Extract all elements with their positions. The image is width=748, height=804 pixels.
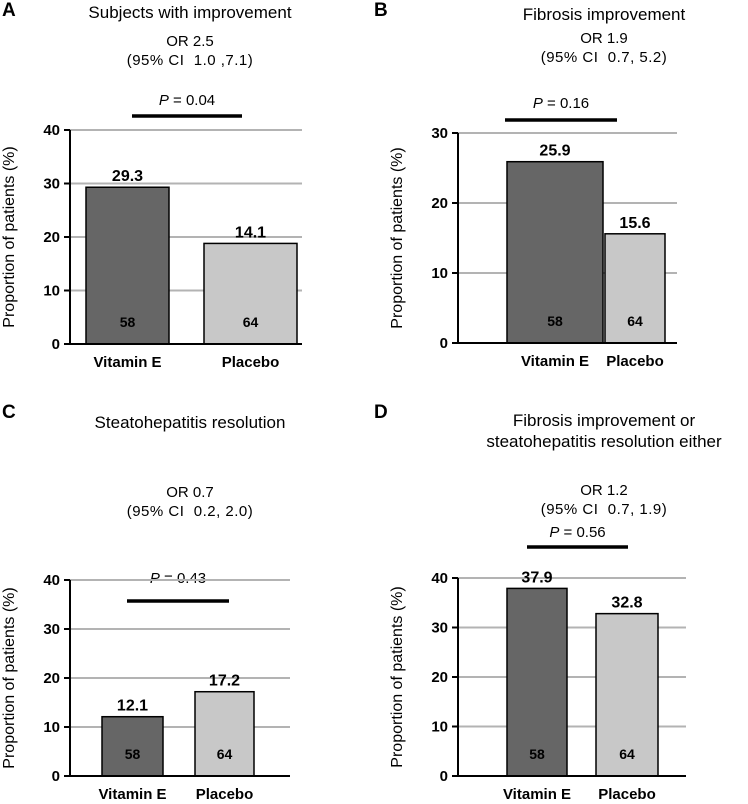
bar-n-label: 64	[619, 746, 635, 762]
p-symbol: P	[532, 95, 543, 112]
p-value: P = 0.56	[498, 524, 658, 541]
p-value-text: = 0.43	[159, 570, 207, 587]
chart-title-line: Subjects with improvement	[88, 3, 292, 22]
bar-value-label: 17.2	[209, 673, 240, 690]
bar-n-label: 58	[547, 313, 563, 329]
y-tick-label: 0	[52, 768, 60, 785]
y-tick-label: 20	[431, 195, 448, 212]
p-symbol: P	[158, 92, 169, 109]
category-label: Vitamin E	[521, 353, 589, 370]
p-value-text: = 0.16	[542, 95, 590, 112]
y-tick-label: 20	[43, 670, 60, 687]
p-value: P = 0.04	[107, 92, 267, 109]
bar-value-label: 12.1	[117, 698, 148, 715]
confidence-interval: (95% CI 1.0 ,7.1)	[126, 52, 254, 69]
chart-title: Fibrosis improvement or steatohepatitis r…	[417, 410, 748, 452]
y-tick-label: 10	[43, 283, 60, 300]
bar-value-label: 14.1	[235, 224, 266, 241]
y-tick-label: 30	[43, 176, 60, 193]
chart-title-line: steatohepatitis resolution either	[486, 432, 722, 451]
bar-chart: 29.3 58 Vitamin E 14.1 64 Placebo 0 10 20 30 40 Pro…	[1, 114, 302, 371]
p-value-text: = 0.04	[168, 92, 216, 109]
y-axis-label: Proportion of patients (%)	[1, 587, 18, 768]
category-label: Vitamin E	[93, 354, 161, 371]
y-tick-label: 0	[440, 335, 448, 352]
bar-vitamin-e	[506, 160, 604, 344]
category-label: Placebo	[222, 354, 280, 371]
odds-ratio: OR 1.9	[580, 30, 628, 47]
panel-letter: A	[2, 0, 16, 21]
bar-vitamin-e	[101, 715, 164, 777]
y-tick-label: 10	[431, 265, 448, 282]
p-value: P = 0.16	[481, 95, 641, 112]
category-label: Vitamin E	[503, 786, 571, 803]
bar-chart: 37.9 58 Vitamin E 32.8 64 Placebo 0 10 20 30 40 Pro…	[389, 545, 686, 803]
y-tick-label: 20	[43, 229, 60, 246]
y-tick-label: 40	[43, 572, 60, 589]
chart-panel-b: B Fibrosis improvement OR 1.9 (95% CI 0.7, …	[374, 0, 748, 402]
chart-title: Subjects with improvement	[3, 2, 377, 23]
category-label: Placebo	[606, 353, 664, 370]
y-axis-label: Proportion of patients (%)	[1, 146, 18, 327]
odds-ratio: OR 2.5	[166, 33, 214, 50]
confidence-interval: (95% CI 0.7, 5.2)	[540, 49, 668, 66]
bar-n-label: 64	[243, 314, 259, 330]
bar-n-label: 58	[120, 314, 136, 330]
y-tick-label: 10	[431, 719, 448, 736]
bar-value-label: 37.9	[521, 569, 552, 586]
y-tick-label: 30	[43, 621, 60, 638]
panel-letter: C	[2, 402, 16, 423]
bar-placebo	[595, 612, 659, 777]
y-tick-label: 20	[431, 669, 448, 686]
bar-value-label: 29.3	[112, 168, 143, 185]
p-value-text: = 0.56	[559, 524, 606, 541]
y-tick-label: 40	[431, 570, 448, 587]
category-label: Vitamin E	[98, 786, 166, 803]
bar-n-label: 58	[125, 746, 141, 762]
y-axis-label: Proportion of patients (%)	[389, 147, 406, 328]
chart-panel-a: A Subjects with improvement OR 2.5 (95% CI …	[0, 0, 374, 402]
bar-chart: 12.1 58 Vitamin E 17.2 64 Placebo 0 10 20 30 40 Pro…	[1, 572, 290, 803]
p-symbol: P	[549, 524, 560, 541]
odds-ratio: OR 0.7	[166, 484, 214, 501]
bar-value-label: 15.6	[619, 215, 650, 232]
chart-title-line: Fibrosis improvement	[522, 5, 686, 24]
bar-chart: 25.9 58 Vitamin E 15.6 64 Placebo 0 10 20 30 Propo…	[389, 118, 677, 370]
chart-title: Fibrosis improvement	[417, 4, 748, 25]
bar-value-label: 25.9	[539, 143, 570, 160]
chart-panel-c: C Steatohepatitis resolution OR 0.7 (95% CI…	[0, 402, 374, 804]
bar-value-label: 32.8	[611, 595, 642, 612]
chart-title: Steatohepatitis resolution	[3, 412, 377, 433]
category-label: Placebo	[196, 786, 254, 803]
bar-placebo	[194, 690, 255, 777]
bar-n-label: 64	[217, 746, 233, 762]
y-tick-label: 40	[43, 122, 60, 139]
chart-title-line: Fibrosis improvement or	[512, 411, 696, 430]
chart-panel-d: D Fibrosis improvement or steatohepatitis …	[374, 402, 748, 804]
bar-n-label: 58	[529, 746, 545, 762]
bar-placebo	[604, 233, 666, 344]
category-label: Placebo	[598, 786, 656, 803]
y-axis-label: Proportion of patients (%)	[389, 586, 406, 767]
p-value: P = 0.43	[98, 570, 258, 587]
y-tick-label: 0	[440, 768, 448, 785]
y-tick-label: 0	[52, 336, 60, 353]
confidence-interval: (95% CI 0.2, 2.0)	[126, 503, 254, 520]
panel-letter: D	[374, 402, 388, 423]
bar-placebo	[203, 242, 298, 345]
odds-ratio: OR 1.2	[580, 482, 628, 499]
y-tick-label: 30	[431, 125, 448, 142]
p-symbol: P	[149, 570, 160, 587]
bar-vitamin-e	[506, 587, 568, 777]
y-tick-label: 10	[43, 719, 60, 736]
y-tick-label: 30	[431, 620, 448, 637]
chart-title-line: Steatohepatitis resolution	[94, 413, 286, 432]
bar-n-label: 64	[627, 313, 643, 329]
panel-letter: B	[374, 0, 388, 21]
confidence-interval: (95% CI 0.7, 1.9)	[540, 501, 668, 518]
